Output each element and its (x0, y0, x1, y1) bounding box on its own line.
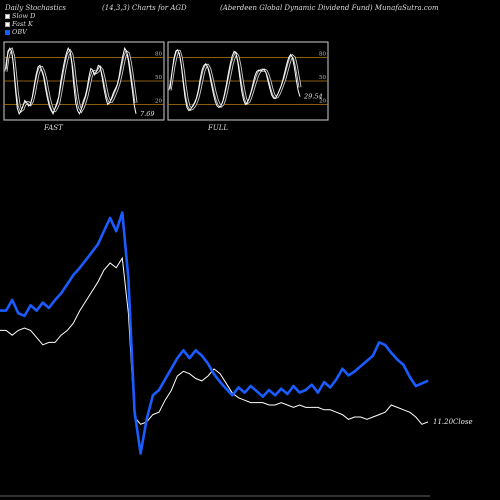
close-price-line (0, 256, 429, 425)
legend-swatch (5, 21, 10, 27)
fast-d-line-inner (5, 48, 137, 112)
full-d-line-inner (169, 50, 301, 110)
obv-line (0, 211, 429, 455)
full-last-value: 29.54 (303, 93, 323, 101)
full-tick-label: 50 (319, 75, 326, 81)
fast-tick-label: 80 (155, 52, 162, 58)
legend-item-obv: OBV (5, 28, 27, 36)
legend-item-fast-k: Fast K (5, 20, 33, 28)
close-value-label: 11.20Close (433, 418, 473, 426)
fast-tick-label: 20 (155, 98, 162, 104)
legend-label: OBV (12, 28, 27, 36)
fast-panel-title: FAST (44, 124, 63, 132)
legend-label: Fast K (12, 20, 33, 28)
chart-heading: Daily Stochastics (5, 4, 67, 12)
chart-parameters: (14,3,3) Charts for AGD (102, 4, 187, 12)
full-tick-label: 20 (319, 98, 326, 104)
fund-name: (Aberdeen Global Dynamic Dividend Fund) … (220, 4, 439, 12)
legend-swatch (5, 13, 10, 19)
full-panel-title: FULL (208, 124, 229, 132)
fast-last-value: 7.69 (140, 110, 154, 118)
full-d-line (168, 49, 302, 111)
full-k-line (169, 48, 301, 112)
fast-tick-label: 50 (155, 75, 162, 81)
legend-item-slow-d: Slow D (5, 12, 35, 20)
legend-swatch (5, 29, 10, 35)
fast-k-line (5, 46, 137, 115)
legend-label: Slow D (12, 12, 36, 20)
full-tick-label: 80 (319, 52, 326, 58)
